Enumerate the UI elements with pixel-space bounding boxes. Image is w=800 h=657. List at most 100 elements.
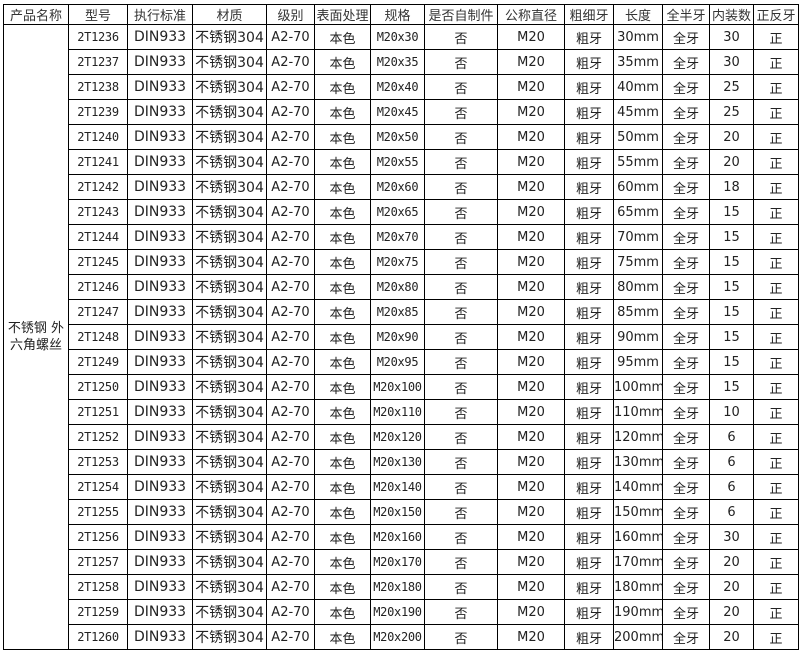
table-row: 2T1244 DIN933 不锈钢304 A2-70 本色 M20x70 否 M20 粗牙 70m… [4, 224, 799, 250]
table-cell: M20x80 [370, 274, 425, 300]
table-cell: 130mm [613, 449, 663, 475]
table-cell: 粗牙 [564, 549, 614, 575]
table-cell: DIN933 [127, 624, 193, 650]
table-cell: 全牙 [662, 449, 710, 475]
table-cell: 45mm [613, 99, 663, 125]
table-cell: 全牙 [662, 399, 710, 425]
table-cell: 粗牙 [564, 224, 614, 250]
table-cell: 粗牙 [564, 624, 614, 650]
column-header: 规格 [370, 4, 425, 25]
table-cell: 正 [753, 224, 799, 250]
table-cell: 粗牙 [564, 399, 614, 425]
table-cell: 粗牙 [564, 24, 614, 50]
table-cell: 2T1257 [68, 549, 128, 575]
table-cell: M20 [497, 574, 565, 600]
table-cell: 粗牙 [564, 499, 614, 525]
table-cell: M20 [497, 174, 565, 200]
table-cell: 不锈钢304 [192, 349, 267, 375]
table-cell: 全牙 [662, 74, 710, 100]
table-cell: 全牙 [662, 199, 710, 225]
table-cell: 粗牙 [564, 474, 614, 500]
table-cell: 正 [753, 299, 799, 325]
table-cell: M20 [497, 49, 565, 75]
table-cell: 粗牙 [564, 574, 614, 600]
table-cell: A2-70 [266, 149, 315, 175]
table-cell: 2T1240 [68, 124, 128, 150]
table-cell: 否 [424, 199, 498, 225]
table-row: 2T1247 DIN933 不锈钢304 A2-70 本色 M20x85 否 M20 粗牙 85m… [4, 299, 799, 325]
table-cell: A2-70 [266, 549, 315, 575]
table-cell: 全牙 [662, 324, 710, 350]
table-cell: M20x45 [370, 99, 425, 125]
table-cell: M20x100 [370, 374, 425, 400]
table-cell: 本色 [314, 174, 371, 200]
table-cell: 不锈钢304 [192, 374, 267, 400]
table-cell: 否 [424, 274, 498, 300]
table-cell: M20 [497, 299, 565, 325]
table-cell: 18 [709, 174, 754, 200]
table-cell: 不锈钢304 [192, 24, 267, 50]
table-cell: 65mm [613, 199, 663, 225]
table-cell: 否 [424, 24, 498, 50]
table-row: 2T1259 DIN933 不锈钢304 A2-70 本色 M20x190 否 M20 粗牙 19… [4, 599, 799, 625]
table-cell: M20x75 [370, 249, 425, 275]
table-cell: A2-70 [266, 624, 315, 650]
table-cell: DIN933 [127, 49, 193, 75]
table-cell: DIN933 [127, 324, 193, 350]
table-cell: DIN933 [127, 399, 193, 425]
table-cell: DIN933 [127, 374, 193, 400]
table-cell: 80mm [613, 274, 663, 300]
table-cell: A2-70 [266, 474, 315, 500]
table-cell: 6 [709, 449, 754, 475]
table-cell: 6 [709, 499, 754, 525]
table-cell: 本色 [314, 224, 371, 250]
table-cell: 120mm [613, 424, 663, 450]
column-header: 执行标准 [127, 4, 193, 25]
table-cell: DIN933 [127, 599, 193, 625]
table-cell: A2-70 [266, 374, 315, 400]
table-cell: 全牙 [662, 624, 710, 650]
table-cell: 本色 [314, 499, 371, 525]
table-cell: 60mm [613, 174, 663, 200]
table-cell: 全牙 [662, 299, 710, 325]
table-cell: A2-70 [266, 99, 315, 125]
table-cell: M20 [497, 349, 565, 375]
table-cell: 2T1245 [68, 249, 128, 275]
table-cell: 2T1260 [68, 624, 128, 650]
table-cell: 160mm [613, 524, 663, 550]
table-cell: A2-70 [266, 274, 315, 300]
table-cell: 10 [709, 399, 754, 425]
table-cell: 不锈钢304 [192, 549, 267, 575]
table-row: 2T1260 DIN933 不锈钢304 A2-70 本色 M20x200 否 M20 粗牙 20… [4, 624, 799, 650]
table-cell: 本色 [314, 99, 371, 125]
table-cell: 全牙 [662, 149, 710, 175]
table-cell: M20x55 [370, 149, 425, 175]
table-cell: M20x200 [370, 624, 425, 650]
table-cell: 粗牙 [564, 99, 614, 125]
table-cell: 否 [424, 624, 498, 650]
table-cell: M20x90 [370, 324, 425, 350]
table-cell: DIN933 [127, 124, 193, 150]
table-cell: DIN933 [127, 249, 193, 275]
table-cell: 15 [709, 324, 754, 350]
table-cell: 2T1248 [68, 324, 128, 350]
table-cell: 不锈钢304 [192, 474, 267, 500]
table-cell: M20x140 [370, 474, 425, 500]
table-cell: 正 [753, 24, 799, 50]
table-cell: 2T1251 [68, 399, 128, 425]
table-cell: 6 [709, 474, 754, 500]
table-cell: 正 [753, 574, 799, 600]
table-cell: DIN933 [127, 574, 193, 600]
table-cell: 不锈钢304 [192, 224, 267, 250]
table-cell: 正 [753, 449, 799, 475]
column-header: 级别 [266, 4, 315, 25]
table-row: 2T1250 DIN933 不锈钢304 A2-70 本色 M20x100 否 M20 粗牙 10… [4, 374, 799, 400]
table-cell: 15 [709, 249, 754, 275]
table-cell: 本色 [314, 274, 371, 300]
table-cell: 正 [753, 399, 799, 425]
table-row: 2T1256 DIN933 不锈钢304 A2-70 本色 M20x160 否 M20 粗牙 16… [4, 524, 799, 550]
table-cell: M20x120 [370, 424, 425, 450]
table-row: 2T1248 DIN933 不锈钢304 A2-70 本色 M20x90 否 M20 粗牙 90m… [4, 324, 799, 350]
table-row: 不锈钢 外六角螺丝 2T1236 DIN933 不锈钢304 A2-70 本色 M20x30… [3, 24, 799, 650]
table-cell: 35mm [613, 49, 663, 75]
